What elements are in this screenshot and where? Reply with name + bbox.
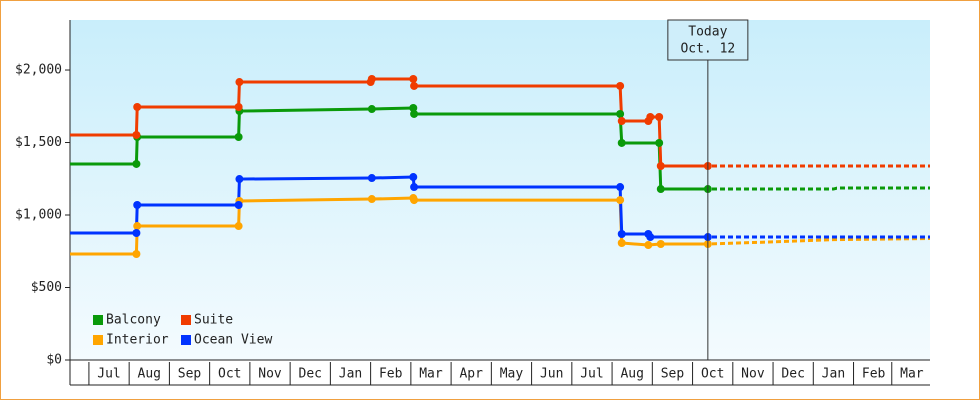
x-tick-label: Mar	[900, 367, 924, 382]
x-tick-label: Dec	[299, 367, 322, 382]
point-marker	[132, 159, 141, 168]
point-marker	[234, 133, 243, 142]
point-marker	[410, 196, 419, 205]
y-tick-label: $500	[31, 280, 62, 295]
x-tick-label: Jul	[580, 367, 603, 382]
today-box	[667, 19, 749, 61]
point-marker	[410, 183, 419, 192]
point-marker	[367, 105, 376, 114]
point-marker	[617, 238, 626, 247]
x-tick-label: Dec	[781, 367, 804, 382]
point-marker	[234, 222, 243, 231]
x-tick-label: Mar	[419, 367, 443, 382]
x-tick-label: Feb	[379, 367, 403, 382]
point-marker	[234, 102, 243, 111]
series-line	[70, 106, 930, 191]
x-tick-label: Jul	[97, 367, 120, 382]
point-marker	[410, 109, 419, 118]
point-marker	[132, 130, 141, 139]
point-marker	[616, 196, 625, 205]
point-marker	[646, 233, 655, 242]
x-tick-label: Oct	[218, 367, 241, 382]
legend-label: Ocean View	[194, 333, 272, 348]
point-marker	[617, 230, 626, 239]
point-marker	[655, 112, 664, 121]
point-marker	[644, 241, 653, 250]
x-tick-label: Nov	[741, 367, 765, 382]
point-marker	[367, 75, 376, 84]
legend-swatch	[181, 315, 191, 325]
x-tick-label: Oct	[701, 367, 724, 382]
y-tick-label: $2,000	[15, 63, 62, 78]
point-marker	[367, 174, 376, 183]
y-tick-label: $0	[46, 353, 62, 368]
x-tick-label: Nov	[258, 367, 282, 382]
x-tick-label: Jan	[339, 367, 362, 382]
point-marker	[656, 185, 665, 194]
point-marker	[367, 195, 376, 204]
x-tick-label: Feb	[862, 367, 886, 382]
point-marker	[410, 81, 419, 90]
today-date: Oct. 12	[680, 42, 735, 57]
point-marker	[409, 173, 418, 182]
point-marker	[617, 138, 626, 147]
point-marker	[409, 75, 418, 84]
y-tick-label: $1,000	[15, 208, 62, 223]
point-marker	[133, 102, 142, 111]
x-tick-label: May	[500, 367, 524, 382]
point-marker	[235, 175, 244, 184]
point-marker	[617, 117, 626, 126]
point-marker	[133, 201, 142, 210]
point-marker	[656, 162, 665, 171]
x-tick-label: Sep	[661, 367, 685, 382]
point-marker	[133, 222, 142, 231]
legend-swatch	[93, 315, 103, 325]
point-marker	[655, 138, 664, 147]
x-tick-label: Jan	[822, 367, 845, 382]
y-tick-label: $1,500	[15, 135, 62, 150]
x-tick-label: Aug	[138, 367, 161, 382]
point-marker	[656, 240, 665, 249]
legend-label: Balcony	[106, 313, 161, 328]
legend-swatch	[93, 335, 103, 345]
legend-swatch	[181, 335, 191, 345]
today-label: Today	[688, 25, 727, 40]
point-marker	[616, 109, 625, 118]
legend-label: Suite	[194, 313, 233, 328]
point-marker	[234, 201, 243, 210]
point-marker	[646, 112, 655, 121]
point-marker	[616, 81, 625, 90]
x-tick-label: Jun	[540, 367, 563, 382]
point-marker	[235, 78, 244, 87]
x-tick-label: Apr	[459, 367, 483, 382]
point-marker	[132, 228, 141, 237]
x-tick-label: Sep	[178, 367, 202, 382]
point-marker	[132, 250, 141, 259]
point-marker	[616, 183, 625, 192]
series-line	[70, 196, 931, 256]
legend-label: Interior	[106, 333, 169, 348]
x-tick-label: Aug	[620, 367, 643, 382]
point-marker	[409, 104, 418, 113]
